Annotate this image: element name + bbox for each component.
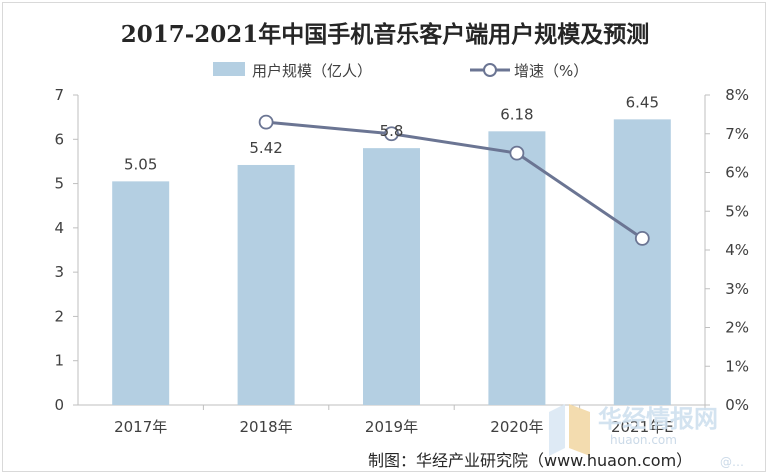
- watermark-url: huaon.com: [610, 433, 677, 447]
- bar: [112, 181, 170, 405]
- growth-marker: [634, 230, 650, 246]
- plot-area: 0 1 2 3 4 5 6 7 0% 1% 2% 3% 4% 5% 6% 7% 8% 2017年 2018年 2019…: [54, 86, 749, 436]
- y-left-tick-label: 0: [54, 396, 64, 414]
- y-left-tick-label: 3: [54, 263, 64, 281]
- legend-label-growth: 增速（%）: [514, 62, 588, 80]
- x-tick-label: 2018年: [240, 418, 293, 436]
- bar-data-label: 6.18: [500, 105, 533, 123]
- legend-marker-growth: [483, 63, 497, 77]
- y-left-tick-label: 1: [54, 352, 64, 370]
- y-right-tick-label: 8%: [725, 86, 749, 104]
- y-left-tick-label: 5: [54, 175, 64, 193]
- chart-title: 2017-2021年中国手机音乐客户端用户规模及预测: [121, 21, 650, 48]
- y-right-tick-label: 2%: [725, 319, 749, 337]
- y-right-tick-label: 6%: [725, 164, 749, 182]
- y-left-tick-label: 2: [54, 307, 64, 325]
- y-left-tick-label: 7: [54, 86, 64, 104]
- watermark-logo-icon: [549, 404, 565, 456]
- growth-marker: [258, 114, 274, 130]
- y-right-tick-label: 5%: [725, 202, 749, 220]
- source-note: 制图：华经产业研究院（www.huaon.com）: [368, 451, 692, 470]
- x-tick-label: 2017年: [114, 418, 167, 436]
- watermark: 华经情报网 huaon.com @…: [549, 404, 744, 469]
- growth-line: [265, 120, 644, 240]
- bar: [237, 164, 295, 405]
- bar-data-label: 5.05: [124, 155, 157, 173]
- watermark-brand: 华经情报网: [598, 405, 718, 433]
- legend-label-bars: 用户规模（亿人）: [252, 62, 372, 80]
- x-tick-label: 2019年: [365, 418, 418, 436]
- bar: [488, 131, 546, 406]
- bar-data-label: 5.42: [249, 139, 282, 157]
- y-right-tick-label: 4%: [725, 241, 749, 259]
- y-left-tick-label: 6: [54, 130, 64, 148]
- growth-marker: [384, 126, 399, 142]
- chart-frame: [2, 2, 766, 472]
- y-left-tick-label: 4: [54, 219, 64, 237]
- bar: [363, 148, 420, 405]
- legend: 用户规模（亿人） 增速（%）: [213, 62, 588, 80]
- legend-swatch-bars: [213, 62, 245, 76]
- x-tick-label: 2020年: [490, 418, 543, 436]
- bar: [613, 119, 671, 405]
- bar-data-label: 5.8: [380, 122, 404, 140]
- bar-data-label: 6.45: [626, 93, 659, 111]
- x-tick-label: 2021年E: [611, 418, 674, 436]
- y-right-tick-label: 7%: [725, 125, 749, 143]
- y-right-tick-label: 1%: [725, 357, 749, 375]
- y-right-tick-label: 0%: [725, 396, 749, 414]
- y-right-tick-label: 3%: [725, 280, 749, 298]
- watermark-logo-shade-icon: [569, 404, 590, 456]
- watermark-corner: @…: [720, 455, 744, 469]
- growth-marker: [509, 145, 525, 161]
